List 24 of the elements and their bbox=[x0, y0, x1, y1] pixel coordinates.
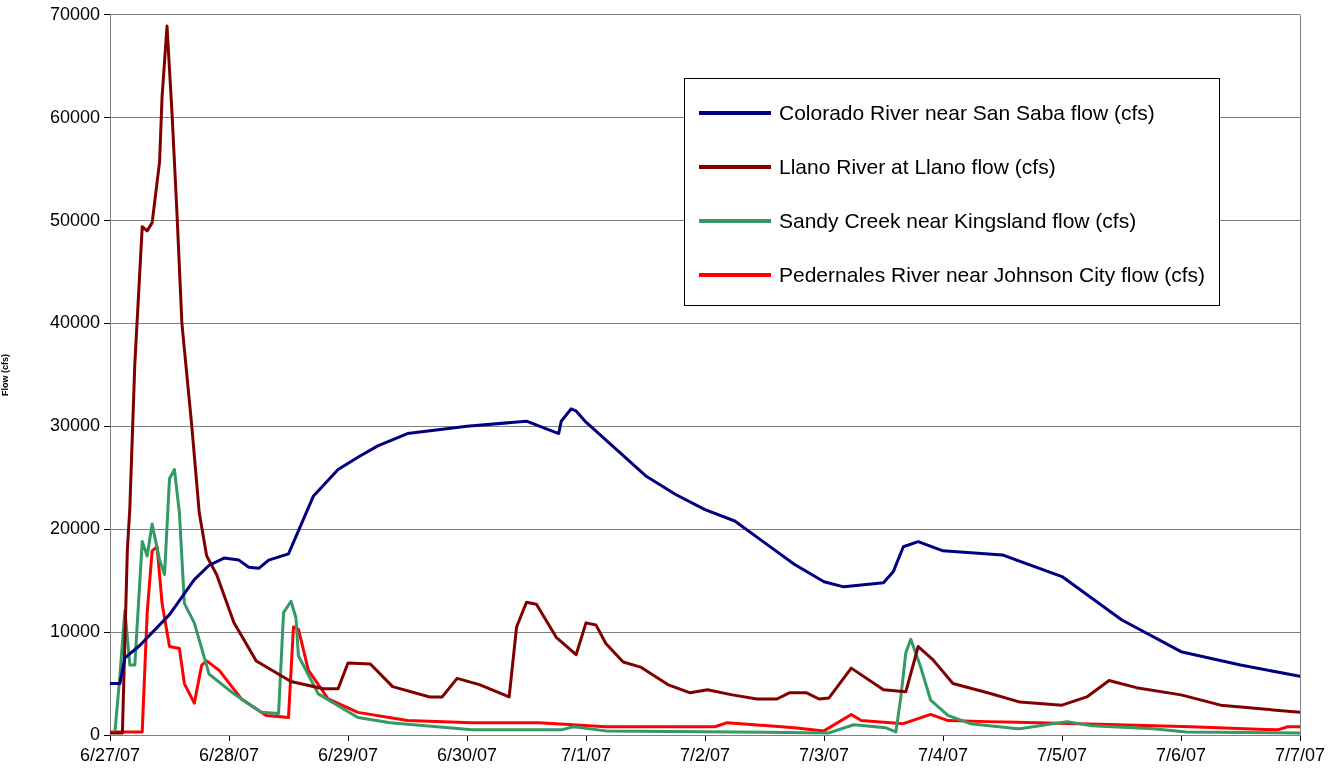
legend-label: Llano River at Llano flow (cfs) bbox=[779, 154, 1056, 179]
x-tick-label: 6/29/07 bbox=[317, 744, 379, 765]
legend-label: Colorado River near San Saba flow (cfs) bbox=[779, 100, 1155, 125]
x-tick-label: 7/7/07 bbox=[1274, 744, 1326, 765]
x-tick-label: 6/27/07 bbox=[79, 744, 141, 765]
y-tick-label: 30000 bbox=[49, 415, 100, 436]
x-tick-label: 6/28/07 bbox=[198, 744, 260, 765]
y-axis-title: Flow (cfs) bbox=[0, 353, 10, 396]
y-tick-label: 60000 bbox=[49, 106, 100, 127]
x-tick-label: 7/6/07 bbox=[1155, 744, 1207, 765]
x-tick-label: 7/3/07 bbox=[798, 744, 850, 765]
y-tick-label: 40000 bbox=[49, 312, 100, 333]
y-tick-label: 10000 bbox=[49, 621, 100, 642]
x-tick-label: 7/4/07 bbox=[917, 744, 969, 765]
legend-label: Pedernales River near Johnson City flow (cfs) bbox=[779, 262, 1206, 287]
legend-label: Sandy Creek near Kingsland flow (cfs) bbox=[779, 208, 1137, 233]
x-tick-label: 6/30/07 bbox=[436, 744, 498, 765]
y-tick-label: 50000 bbox=[49, 209, 100, 230]
y-tick-label: 20000 bbox=[49, 518, 100, 539]
y-tick-label: 0 bbox=[89, 723, 100, 744]
x-tick-label: 7/1/07 bbox=[560, 744, 612, 765]
y-tick-label: 70000 bbox=[49, 3, 100, 24]
x-tick-label: 7/5/07 bbox=[1036, 744, 1088, 765]
x-tick-label: 7/2/07 bbox=[679, 744, 731, 765]
